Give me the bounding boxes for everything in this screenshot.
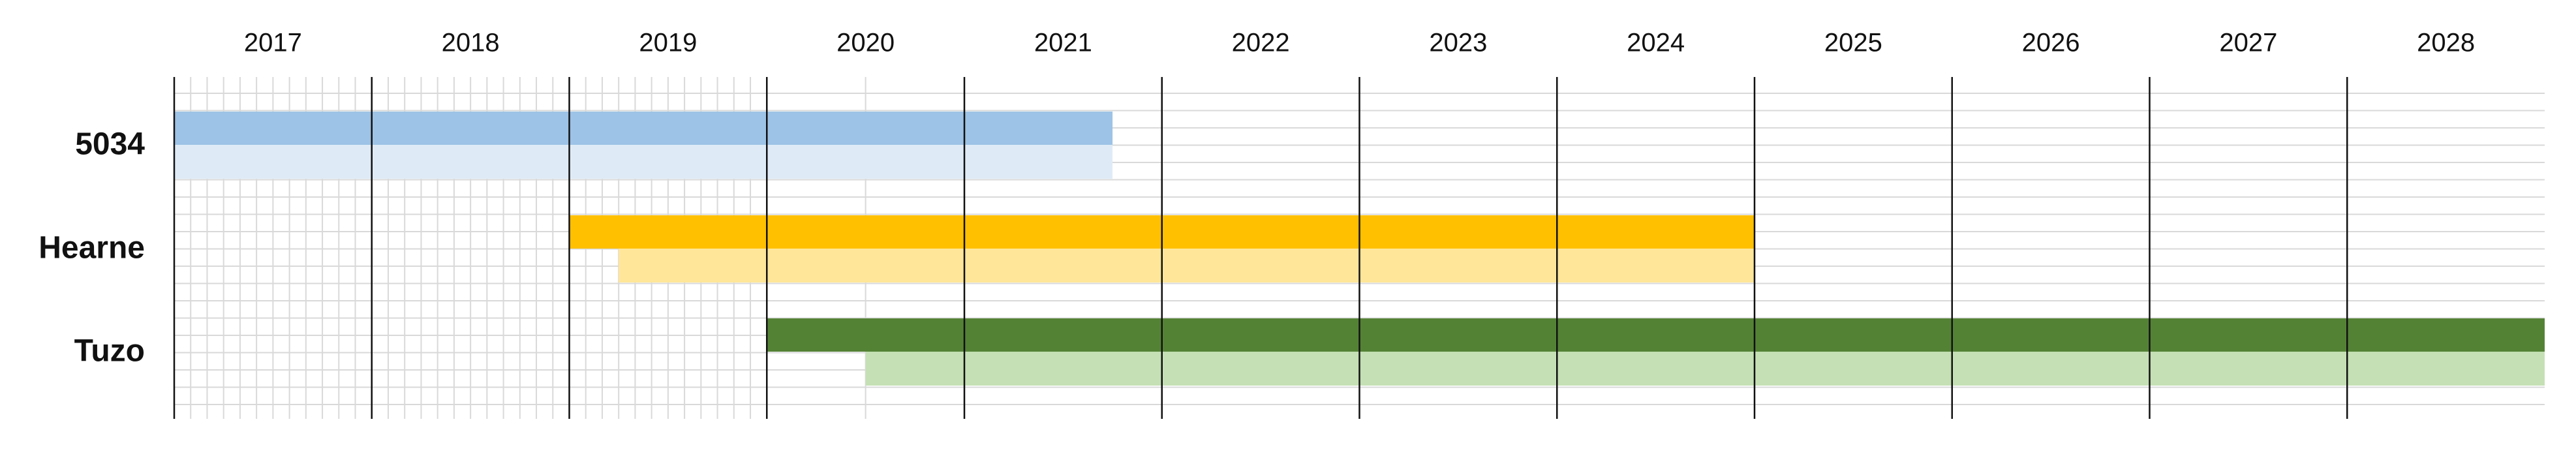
year-label: 2024: [1627, 29, 1685, 57]
bar: [174, 112, 1113, 145]
year-label: 2027: [2219, 29, 2277, 57]
bar: [619, 249, 1755, 282]
row-label: Tuzo: [74, 334, 145, 369]
year-label: 2020: [836, 29, 895, 57]
year-label: 2025: [1824, 29, 1882, 57]
bar: [767, 318, 2545, 352]
year-label: 2019: [639, 29, 697, 57]
major-grid: [173, 77, 2348, 419]
row-label: 5034: [75, 127, 145, 162]
bar: [174, 145, 1113, 179]
year-label: 2026: [2022, 29, 2080, 57]
labels: 2017 2018 2019 2020 2021 2022 2023 2024 2025 2026…: [38, 29, 2475, 369]
year-label: 2023: [1429, 29, 1487, 57]
year-label: 2017: [244, 29, 302, 57]
year-label: 2022: [1232, 29, 1290, 57]
row-label: Hearne: [38, 231, 145, 266]
year-label: 2028: [2417, 29, 2475, 57]
bar: [865, 352, 2545, 386]
year-label: 2021: [1034, 29, 1092, 57]
year-label: 2018: [442, 29, 500, 57]
